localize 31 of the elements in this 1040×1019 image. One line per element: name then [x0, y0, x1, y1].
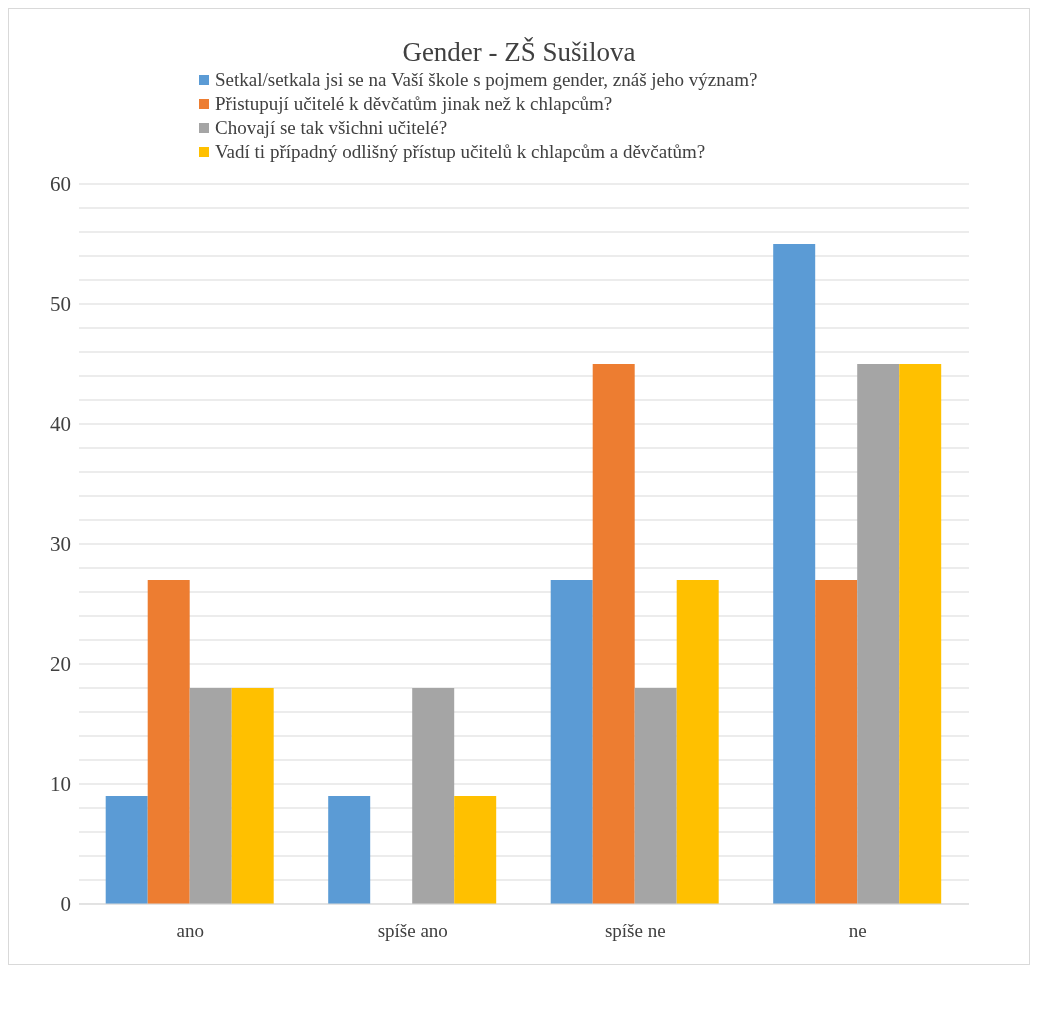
bar — [815, 580, 858, 904]
y-tick-label: 60 — [50, 172, 71, 197]
legend-label: Vadí ti případný odlišný přístup učitelů k chlapcům a děvčatům? — [215, 140, 706, 164]
bar — [899, 364, 942, 904]
y-tick-label: 40 — [50, 412, 71, 437]
bar — [857, 364, 900, 904]
bar — [550, 580, 593, 904]
bar — [634, 688, 677, 904]
bar — [773, 244, 816, 904]
y-tick-label: 0 — [60, 892, 71, 917]
bar — [454, 796, 497, 904]
y-tick-label: 30 — [50, 532, 71, 557]
x-tick-label: ne — [848, 920, 867, 942]
y-tick-label: 50 — [50, 292, 71, 317]
legend-label: Chovají se tak všichni učitelé? — [215, 116, 448, 140]
bar — [147, 580, 190, 904]
bar — [328, 796, 371, 904]
y-tick-label: 10 — [50, 772, 71, 797]
chart-title: Gender - ZŠ Sušilova — [401, 36, 637, 68]
bar — [105, 796, 148, 904]
x-tick-label: spíše ano — [377, 920, 448, 942]
bar — [412, 688, 455, 904]
legend-label: Setkal/setkala jsi se na Vaší škole s pojmem gender, znáš jeho význam? — [215, 68, 758, 92]
bar — [592, 364, 635, 904]
legend-label: Přistupují učitelé k děvčatům jinak než k chlapcům? — [215, 92, 613, 116]
bar — [231, 688, 274, 904]
x-tick-label: spíše ne — [604, 920, 666, 942]
x-tick-label: ano — [176, 920, 204, 942]
bar — [676, 580, 719, 904]
y-tick-label: 20 — [50, 652, 71, 677]
bar — [189, 688, 232, 904]
